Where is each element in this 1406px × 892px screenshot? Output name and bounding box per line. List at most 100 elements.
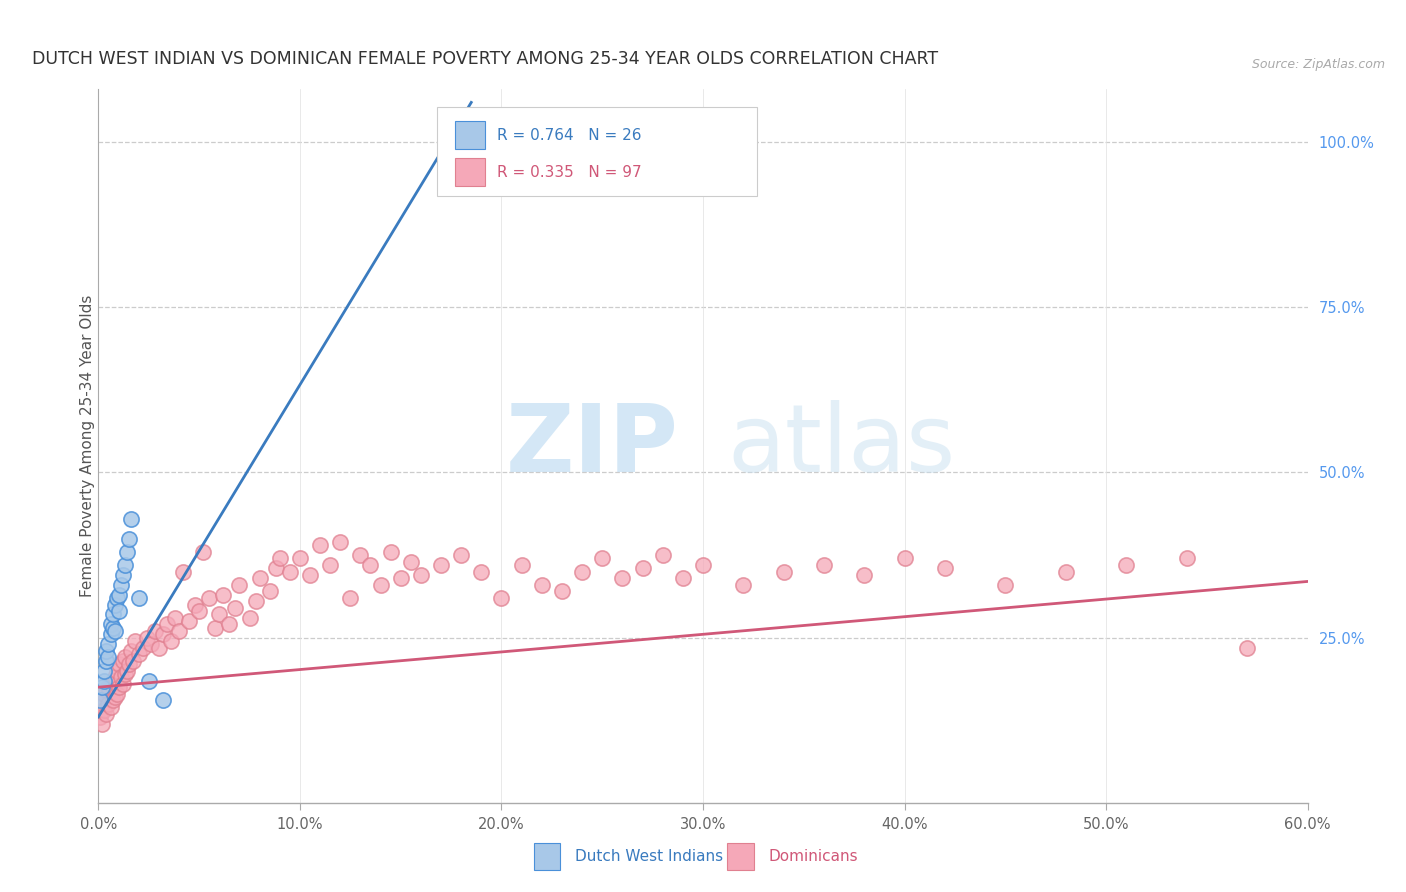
Point	[96, 654, 118, 668]
Point	[132, 640, 155, 655]
Point	[148, 640, 170, 655]
Point	[1115, 558, 1137, 572]
Text: DUTCH WEST INDIAN VS DOMINICAN FEMALE POVERTY AMONG 25-34 YEAR OLDS CORRELATION : DUTCH WEST INDIAN VS DOMINICAN FEMALE PO…	[32, 50, 938, 68]
Point	[128, 591, 150, 605]
Point	[188, 604, 211, 618]
Text: R = 0.764   N = 26: R = 0.764 N = 26	[498, 128, 643, 143]
FancyBboxPatch shape	[456, 158, 485, 186]
Point	[853, 567, 876, 582]
Point	[110, 578, 132, 592]
Point	[269, 551, 291, 566]
Point	[91, 716, 114, 731]
Point	[100, 617, 122, 632]
Text: ZIP: ZIP	[506, 400, 679, 492]
Point	[96, 706, 118, 721]
Point	[208, 607, 231, 622]
Point	[163, 611, 186, 625]
Point	[360, 558, 382, 572]
Text: R = 0.335   N = 97: R = 0.335 N = 97	[498, 165, 643, 179]
Point	[135, 631, 157, 645]
Point	[120, 644, 142, 658]
Point	[103, 598, 125, 612]
Point	[100, 627, 122, 641]
Point	[309, 538, 332, 552]
Point	[167, 624, 190, 638]
Point	[97, 697, 120, 711]
Point	[97, 637, 120, 651]
Point	[612, 571, 634, 585]
FancyBboxPatch shape	[534, 843, 561, 870]
Point	[100, 677, 122, 691]
Text: Dutch West Indians: Dutch West Indians	[575, 849, 723, 863]
Point	[470, 565, 492, 579]
Point	[103, 624, 125, 638]
Point	[218, 617, 240, 632]
Point	[1175, 551, 1198, 566]
Point	[651, 548, 673, 562]
Point	[692, 558, 714, 572]
Point	[118, 657, 141, 671]
Point	[1236, 640, 1258, 655]
Point	[380, 545, 402, 559]
Point	[96, 644, 118, 658]
Point	[107, 657, 129, 671]
Point	[409, 567, 432, 582]
Point	[160, 634, 183, 648]
Point	[249, 571, 271, 585]
Point	[530, 578, 553, 592]
Point	[259, 584, 281, 599]
Point	[156, 617, 179, 632]
Point	[114, 558, 136, 572]
Point	[111, 567, 134, 582]
Point	[100, 700, 122, 714]
Point	[114, 650, 136, 665]
Point	[239, 611, 262, 625]
Point	[264, 561, 287, 575]
Point	[118, 532, 141, 546]
Point	[97, 680, 120, 694]
Point	[96, 683, 118, 698]
Point	[105, 687, 128, 701]
Point	[101, 607, 124, 622]
Point	[204, 621, 226, 635]
Point	[591, 551, 613, 566]
Text: Dominicans: Dominicans	[768, 849, 858, 863]
Point	[139, 637, 162, 651]
Point	[1054, 565, 1077, 579]
Point	[172, 565, 194, 579]
Point	[101, 693, 124, 707]
Point	[551, 584, 574, 599]
Point	[103, 690, 125, 704]
Point	[349, 548, 371, 562]
Point	[110, 670, 132, 684]
Point	[105, 664, 128, 678]
Point	[152, 627, 174, 641]
Point	[994, 578, 1017, 592]
Point	[733, 578, 755, 592]
Point	[105, 591, 128, 605]
Point	[114, 667, 136, 681]
Point	[672, 571, 695, 585]
Point	[339, 591, 361, 605]
Point	[510, 558, 533, 572]
Point	[89, 693, 111, 707]
Point	[115, 664, 138, 678]
Point	[329, 534, 352, 549]
Point	[128, 647, 150, 661]
Y-axis label: Female Poverty Among 25-34 Year Olds: Female Poverty Among 25-34 Year Olds	[80, 295, 94, 597]
Point	[93, 673, 115, 688]
Point	[299, 567, 322, 582]
Point	[143, 624, 166, 638]
Point	[138, 673, 160, 688]
FancyBboxPatch shape	[437, 107, 758, 196]
Point	[93, 703, 115, 717]
Point	[107, 588, 129, 602]
Point	[121, 654, 143, 668]
Point	[193, 545, 215, 559]
Point	[103, 670, 125, 684]
Point	[89, 710, 111, 724]
Point	[111, 677, 134, 691]
Point	[288, 551, 311, 566]
Point	[631, 561, 654, 575]
Point	[430, 558, 453, 572]
